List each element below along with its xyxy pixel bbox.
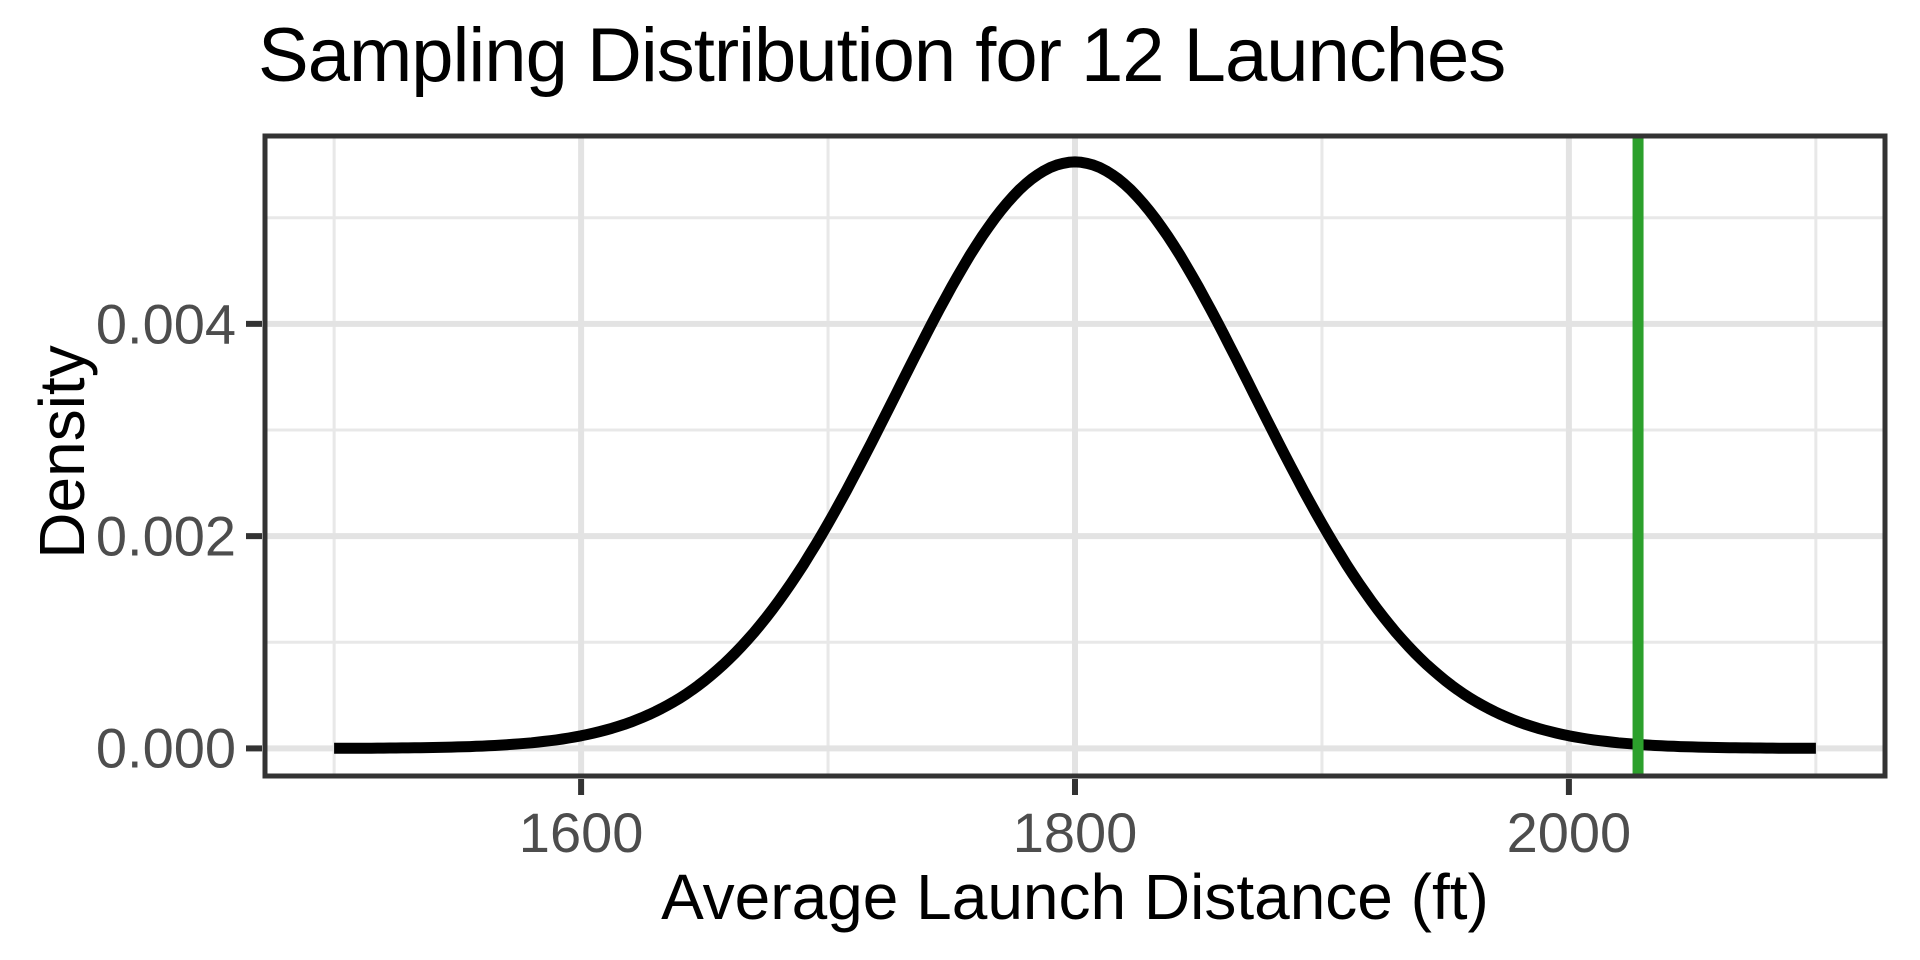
x-axis-title: Average Launch Distance (ft) bbox=[661, 861, 1489, 933]
chart-title: Sampling Distribution for 12 Launches bbox=[258, 13, 1506, 98]
y-tick-label: 0.002 bbox=[95, 504, 236, 568]
x-tick-label: 1600 bbox=[518, 801, 644, 864]
panel-border bbox=[262, 133, 1888, 779]
y-tick-label: 0.000 bbox=[95, 716, 236, 780]
x-tick-label: 1800 bbox=[1012, 801, 1138, 864]
y-tick-label: 0.004 bbox=[95, 292, 236, 356]
x-tick-label: 2000 bbox=[1506, 801, 1632, 864]
density-curve bbox=[334, 156, 1816, 754]
